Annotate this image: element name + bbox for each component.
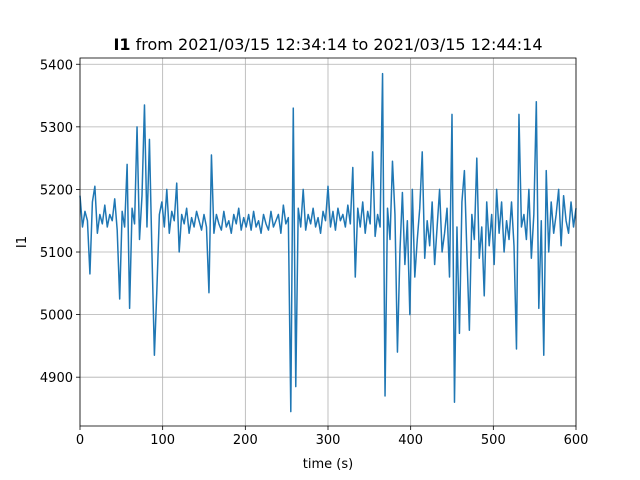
chart-title: I1 from 2021/03/15 12:34:14 to 2021/03/1… xyxy=(113,35,542,54)
x-tick-label: 600 xyxy=(564,433,589,448)
x-axis-label: time (s) xyxy=(303,457,353,472)
x-tick-label: 500 xyxy=(481,433,506,448)
y-tick-label: 5400 xyxy=(40,58,73,73)
y-tick-label: 4900 xyxy=(40,371,73,386)
y-tick-label: 5200 xyxy=(40,183,73,198)
x-tick-label: 100 xyxy=(150,433,175,448)
title-text: from 2021/03/15 12:34:14 to 2021/03/15 1… xyxy=(136,35,543,54)
x-tick-label: 400 xyxy=(398,433,423,448)
data-line xyxy=(79,72,577,413)
y-tick-label: 5000 xyxy=(40,309,73,324)
y-tick-label: 5100 xyxy=(40,246,73,261)
x-tick-label: 300 xyxy=(316,433,341,448)
title-prefix: I1 xyxy=(113,35,130,54)
y-axis-label: I1 xyxy=(15,236,30,248)
plot-frame xyxy=(79,57,577,427)
y-tick-label: 5300 xyxy=(40,121,73,136)
x-tick-label: 200 xyxy=(233,433,258,448)
x-tick-label: 0 xyxy=(76,433,84,448)
